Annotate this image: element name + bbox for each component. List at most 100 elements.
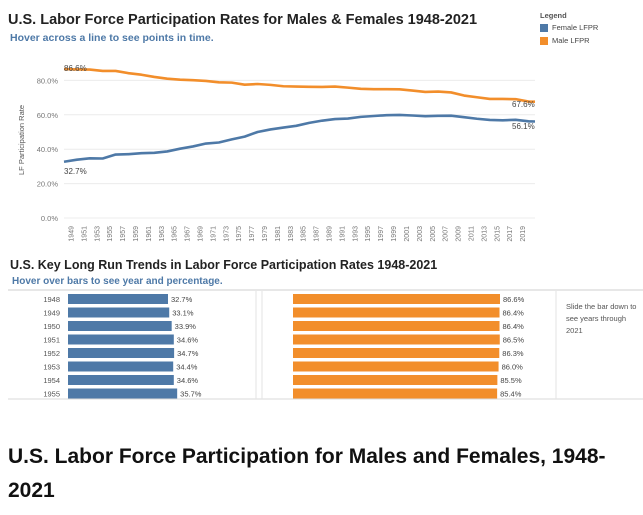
x-tick-label: 2015 (494, 226, 501, 242)
x-tick-label: 1985 (301, 226, 308, 242)
x-tick-label: 1969 (197, 226, 204, 242)
y-tick-label: 0.0% (41, 214, 58, 223)
male-bar[interactable] (293, 361, 499, 372)
x-tick-label: 2011 (468, 226, 475, 241)
line-chart[interactable]: LF Participation Rate 0.0% 20.0% 40.0% 60.0… (0, 0, 643, 255)
bar-year-label: 1953 (43, 363, 60, 372)
x-tick-label: 1965 (172, 226, 179, 242)
x-tick-label: 1975 (236, 226, 243, 242)
annotation-male-start: 86.6% (64, 64, 87, 73)
bar-chart[interactable]: 1948 32.7% 86.6% 1949 33.1% 86.4% 1950 33.9% 86.… (0, 288, 643, 408)
male-bar-label: 86.4% (503, 322, 525, 331)
x-tick-label: 1987 (314, 226, 321, 242)
slider-hint: Slide the bar down to see years through … (566, 302, 637, 335)
x-tick-label: 1979 (262, 226, 269, 242)
legend-item-female[interactable]: Female LFPR (540, 23, 598, 32)
male-bar[interactable] (293, 321, 500, 331)
line-chart-title: U.S. Labor Force Participation Rates for… (8, 12, 478, 28)
bar-year-label: 1948 (43, 295, 60, 304)
y-tick-label: 20.0% (37, 180, 59, 189)
female-bar-label: 34.6% (177, 376, 199, 385)
female-bar[interactable] (68, 307, 170, 318)
female-bar-label: 33.1% (172, 309, 194, 318)
y-axis-label: LF Participation Rate (17, 105, 26, 175)
male-bar[interactable] (293, 348, 500, 358)
x-tick-label: 1949 (68, 226, 75, 242)
female-bar[interactable] (68, 321, 172, 331)
x-tick-label: 2019 (520, 226, 527, 242)
y-tick-label: 40.0% (37, 145, 59, 154)
female-bar-label: 33.9% (175, 322, 197, 331)
bar-year-label: 1955 (43, 390, 60, 399)
x-tick-label: 1951 (81, 226, 88, 242)
bar-chart-title: U.S. Key Long Run Trends in Labor Force … (10, 258, 438, 272)
bar-year-label: 1952 (43, 349, 60, 358)
x-tick-label: 2009 (456, 226, 463, 242)
x-tick-label: 1997 (378, 226, 385, 242)
x-tick-label: 2007 (443, 226, 450, 242)
female-lfpr-line[interactable] (63, 113, 536, 164)
annotation-male-end: 67.6% (512, 100, 535, 109)
legend[interactable]: Legend Female LFPR Male LFPR (540, 11, 598, 49)
bar-year-label: 1954 (43, 376, 60, 385)
x-tick-label: 1991 (339, 226, 346, 242)
x-tick-label: 1989 (327, 226, 334, 242)
female-bar[interactable] (68, 361, 174, 372)
x-tick-label: 1963 (159, 226, 166, 242)
y-tick-label: 60.0% (37, 111, 59, 120)
legend-label-male: Male LFPR (552, 36, 590, 45)
female-bar-label: 34.6% (177, 336, 199, 345)
male-bar[interactable] (293, 307, 500, 318)
female-bar[interactable] (68, 388, 178, 399)
x-tick-label: 1993 (352, 226, 359, 242)
x-tick-label: 1971 (210, 226, 217, 242)
x-tick-label: 2013 (481, 226, 488, 242)
annotation-female-start: 32.7% (64, 167, 87, 176)
x-tick-label: 2005 (430, 226, 437, 242)
male-bar-label: 86.5% (503, 336, 525, 345)
bar-year-label: 1951 (43, 336, 60, 345)
legend-swatch-male (540, 36, 548, 45)
x-tick-label: 1973 (223, 226, 230, 242)
female-bar[interactable] (68, 375, 174, 385)
bar-year-label: 1949 (43, 309, 60, 318)
male-bar-label: 85.5% (500, 376, 522, 385)
bar-year-label: 1950 (43, 322, 60, 331)
x-tick-label: 1967 (185, 226, 192, 242)
x-tick-label: 1957 (120, 226, 127, 242)
female-bar-label: 32.7% (171, 295, 193, 304)
female-bar[interactable] (68, 334, 174, 345)
female-bar-label: 35.7% (180, 390, 202, 399)
male-bar[interactable] (293, 294, 500, 304)
x-tick-label: 1959 (133, 226, 140, 242)
male-bar-label: 86.4% (503, 309, 525, 318)
x-tick-label: 2017 (507, 226, 514, 242)
female-bar[interactable] (68, 348, 175, 358)
male-bar-label: 86.3% (502, 349, 524, 358)
x-tick-label: 2003 (417, 226, 424, 242)
line-chart-subtitle: Hover across a line to see points in tim… (10, 32, 214, 44)
x-tick-label: 1999 (391, 226, 398, 242)
annotation-female-end: 56.1% (512, 122, 535, 131)
male-bar-label: 85.4% (500, 390, 522, 399)
x-tick-label: 1953 (94, 226, 101, 242)
y-tick-label: 80.0% (37, 76, 59, 85)
male-bar[interactable] (293, 388, 498, 399)
x-tick-label: 1955 (107, 226, 114, 242)
x-tick-label: 1995 (365, 226, 372, 242)
x-tick-label: 1961 (146, 226, 153, 242)
x-tick-label: 1981 (275, 226, 282, 242)
x-tick-label: 1983 (288, 226, 295, 242)
x-tick-label: 1977 (249, 226, 256, 242)
bar-chart-subtitle: Hover over bars to see year and percenta… (12, 276, 223, 287)
legend-label-female: Female LFPR (552, 23, 599, 32)
female-bar-label: 34.7% (177, 349, 199, 358)
male-bar-label: 86.0% (502, 363, 524, 372)
male-bar[interactable] (293, 334, 500, 345)
male-lfpr-line[interactable] (63, 67, 536, 104)
female-bar[interactable] (68, 294, 168, 304)
legend-swatch-female (540, 23, 548, 32)
legend-item-male[interactable]: Male LFPR (540, 36, 598, 45)
figure-caption: U.S. Labor Force Participation for Males… (8, 445, 606, 502)
male-bar[interactable] (293, 375, 498, 385)
